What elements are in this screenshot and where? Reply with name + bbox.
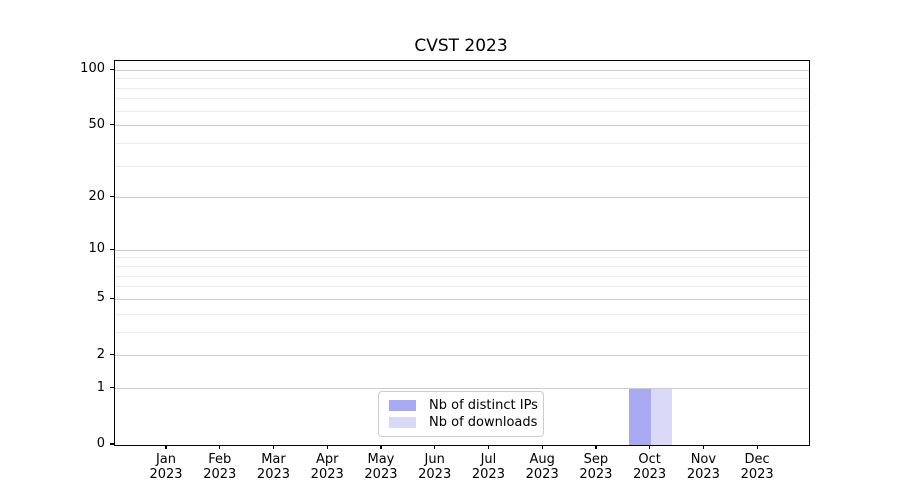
legend-entry: Nb of downloads xyxy=(389,414,538,431)
x-tick-label: Dec 2023 xyxy=(725,452,789,482)
minor-gridline xyxy=(115,165,809,167)
y-tick-label: 100 xyxy=(80,61,105,77)
y-tick-mark xyxy=(110,297,114,300)
x-tick-label: Oct 2023 xyxy=(618,452,682,482)
y-tick-label: 10 xyxy=(88,241,105,257)
x-tick-month: Jan xyxy=(155,452,177,467)
x-tick-mark xyxy=(595,445,597,449)
minor-gridline xyxy=(115,266,809,268)
x-tick-label: Feb 2023 xyxy=(188,452,252,482)
plot-area xyxy=(114,60,810,446)
x-tick-year: 2023 xyxy=(686,467,720,482)
legend-entry: Nb of distinct IPs xyxy=(389,397,538,414)
x-tick-year: 2023 xyxy=(471,467,505,482)
x-tick-label: May 2023 xyxy=(349,452,413,482)
y-tick-mark xyxy=(110,196,114,198)
x-tick-year: 2023 xyxy=(633,467,667,482)
x-tick-year: 2023 xyxy=(740,467,774,482)
legend-label: Nb of distinct IPs xyxy=(429,398,538,413)
minor-gridline xyxy=(115,142,809,144)
x-tick-label: Jan 2023 xyxy=(134,452,198,482)
x-tick-month: May xyxy=(367,452,395,467)
x-tick-year: 2023 xyxy=(149,467,183,482)
major-gridline xyxy=(115,249,809,251)
minor-gridline xyxy=(115,286,809,288)
minor-gridline xyxy=(115,98,809,100)
x-tick-mark xyxy=(380,445,382,449)
x-tick-mark xyxy=(434,445,436,449)
y-tick-label: 5 xyxy=(96,290,105,306)
x-tick-label: Mar 2023 xyxy=(241,452,305,482)
x-tick-mark xyxy=(272,445,275,449)
minor-gridline xyxy=(115,78,809,80)
major-gridline xyxy=(115,125,809,127)
y-tick-mark xyxy=(110,387,114,389)
x-tick-mark xyxy=(326,445,328,449)
x-tick-month: Jun xyxy=(424,452,445,467)
chart-title: CVST 2023 xyxy=(414,36,508,56)
x-tick-year: 2023 xyxy=(418,467,452,482)
major-gridline xyxy=(115,69,809,71)
minor-gridline xyxy=(115,110,809,112)
major-gridline xyxy=(115,355,809,357)
x-tick-month: Apr xyxy=(315,452,339,467)
x-tick-month: Sep xyxy=(583,452,609,467)
y-tick-label: 1 xyxy=(96,379,105,395)
x-tick-label: Aug 2023 xyxy=(510,452,574,482)
y-tick-mark xyxy=(110,248,114,250)
x-tick-month: Nov xyxy=(690,452,717,467)
x-tick-year: 2023 xyxy=(310,467,344,482)
x-tick-year: 2023 xyxy=(579,467,613,482)
minor-gridline xyxy=(115,275,809,277)
x-tick-month: Mar xyxy=(261,452,286,467)
minor-gridline xyxy=(115,87,809,89)
bar-distinct-ips xyxy=(629,388,651,445)
legend-swatch xyxy=(389,417,416,428)
x-tick-mark xyxy=(702,445,704,449)
y-tick-mark xyxy=(110,354,114,356)
x-tick-month: Oct xyxy=(638,452,661,467)
x-tick-mark xyxy=(165,445,167,449)
y-tick-mark xyxy=(110,124,114,126)
minor-gridline xyxy=(115,331,809,333)
x-tick-month: Feb xyxy=(208,452,232,467)
x-tick-mark xyxy=(487,445,490,449)
x-tick-label: Apr 2023 xyxy=(295,452,359,482)
bar-downloads xyxy=(650,388,673,445)
x-tick-label: Jun 2023 xyxy=(403,452,467,482)
x-tick-mark xyxy=(756,445,758,449)
x-tick-month: Jul xyxy=(480,452,497,467)
y-tick-mark xyxy=(110,443,114,445)
minor-gridline xyxy=(115,313,809,315)
x-tick-label: Jul 2023 xyxy=(456,452,520,482)
x-tick-mark xyxy=(541,445,543,449)
x-tick-label: Nov 2023 xyxy=(671,452,735,482)
y-tick-label: 2 xyxy=(96,346,105,362)
x-tick-year: 2023 xyxy=(203,467,237,482)
x-tick-year: 2023 xyxy=(364,467,398,482)
y-tick-mark xyxy=(110,68,114,70)
x-tick-mark xyxy=(649,445,651,449)
x-tick-month: Aug xyxy=(529,452,555,467)
y-tick-label: 0 xyxy=(96,436,105,451)
x-tick-year: 2023 xyxy=(256,467,291,482)
legend: Nb of distinct IPs Nb of downloads xyxy=(378,391,544,437)
major-gridline xyxy=(115,298,809,300)
y-tick-label: 20 xyxy=(88,188,105,204)
minor-gridline xyxy=(115,257,809,259)
major-gridline xyxy=(115,197,809,199)
x-tick-month: Dec xyxy=(744,452,770,467)
y-tick-label: 50 xyxy=(88,116,105,132)
x-tick-mark xyxy=(219,445,221,449)
legend-label: Nb of downloads xyxy=(429,415,538,430)
major-gridline xyxy=(115,388,809,390)
x-tick-year: 2023 xyxy=(525,467,559,482)
legend-swatch xyxy=(389,400,416,411)
x-tick-label: Sep 2023 xyxy=(564,452,628,482)
